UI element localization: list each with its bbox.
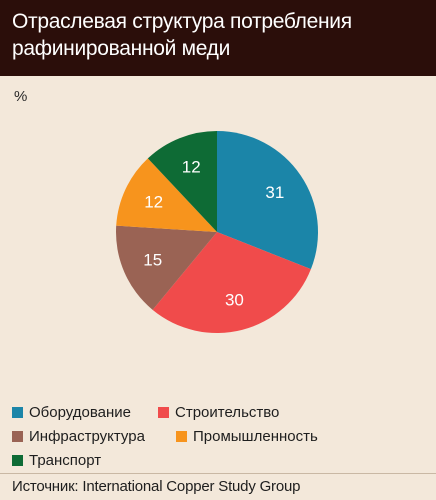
legend-swatch-1 [12,407,23,418]
legend-swatch-4 [176,431,187,442]
chart-title-line-2: рафинированной меди [12,37,231,60]
pie-value-label-4: 12 [144,193,163,212]
pie-value-label-5: 12 [182,157,201,176]
legend-label-2: Строительство [175,404,280,421]
pie-slice-2 [152,232,311,333]
legend-label-3: Инфраструктура [29,428,145,445]
chart-title-line-1: Отраслевая структура потребления [12,10,352,33]
legend-swatch-3 [12,431,23,442]
legend-item-4: Промышленность [176,428,318,445]
legend-item-3: Инфраструктура [12,428,145,445]
pie-slice-3 [116,225,217,310]
legend-label-1: Оборудование [29,404,132,421]
pie-value-label-1: 31 [265,183,284,202]
legend-item-2: Строительство [158,404,279,421]
legend-swatch-5 [12,455,23,466]
legend-label-5: Транспорт [29,452,102,469]
legend-label-4: Промышленность [193,428,318,445]
pie-value-label-3: 15 [143,250,162,269]
unit-label: % [14,88,28,105]
pie-slice-4 [116,158,217,232]
pie-slice-5 [147,131,217,232]
legend-swatch-2 [158,407,169,418]
pie-slice-1 [217,131,319,270]
legend-item-1: Оборудование [12,404,131,421]
chart-header: Отраслевая структура потребления рафинир… [0,0,436,76]
pie-chart: 31 30 15 12 12 [116,131,319,333]
divider [0,473,436,474]
legend-item-5: Транспорт [12,452,101,469]
source-note: Источник: International Copper Study Gro… [12,478,301,495]
pie-value-label-2: 30 [225,290,244,309]
